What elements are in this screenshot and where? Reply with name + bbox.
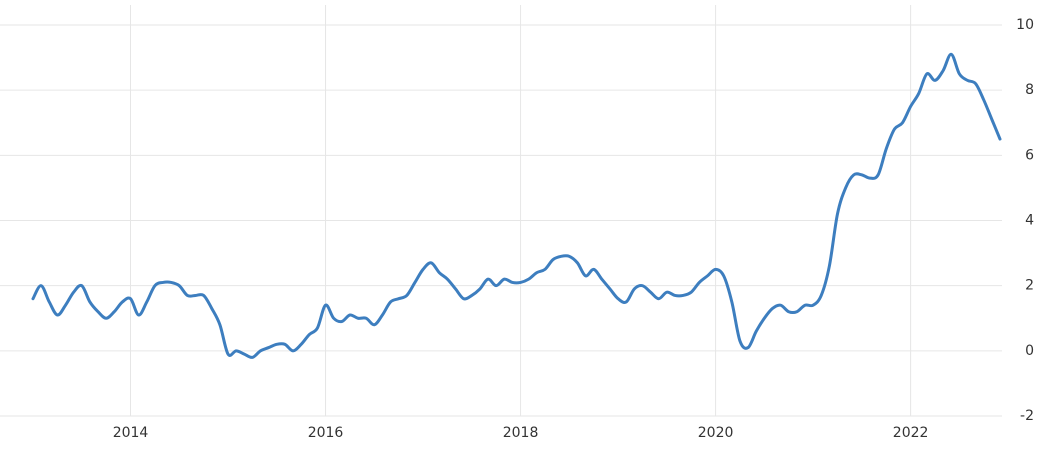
x-tick-label: 2018 xyxy=(503,425,539,441)
x-tick-label: 2022 xyxy=(893,425,929,441)
y-tick-label: 2 xyxy=(1025,278,1034,294)
y-tick-label: 4 xyxy=(1025,213,1034,229)
y-tick-label: 0 xyxy=(1025,343,1034,359)
y-tick-label: 10 xyxy=(1016,17,1034,33)
y-tick-label: 6 xyxy=(1025,147,1034,163)
data-line xyxy=(31,52,1002,359)
x-tick-label: 2014 xyxy=(113,425,149,441)
x-tick-label: 2016 xyxy=(308,425,344,441)
x-tick-label: 2020 xyxy=(698,425,734,441)
y-tick-label: 8 xyxy=(1025,82,1034,98)
y-tick-label: -2 xyxy=(1020,408,1034,424)
